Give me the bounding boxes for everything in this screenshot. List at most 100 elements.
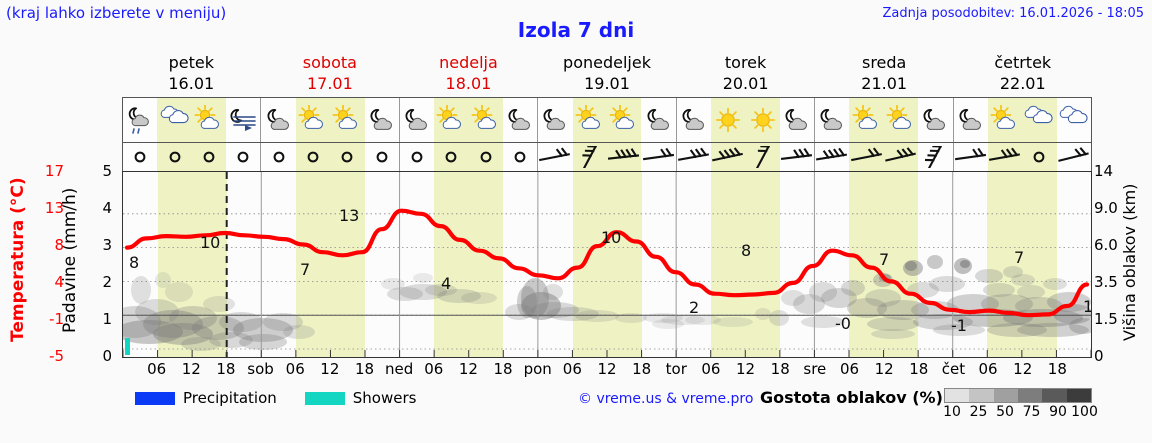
night-cloud-icon [503, 98, 537, 142]
last-update-note: Zadnja posodobitev: 16.01.2026 - 18:05 [882, 6, 1144, 21]
cloud-density-tick-label: 25 [970, 404, 988, 420]
time-tick-label: sre [803, 360, 826, 378]
wind-barb-band [122, 143, 1092, 171]
night-rain-icon [123, 98, 157, 142]
temperature-tick: 13 [45, 199, 64, 217]
cloud-density-tick-label: 90 [1049, 404, 1067, 420]
time-tick-label: 06 [701, 360, 720, 378]
time-tick-label: 12 [597, 360, 616, 378]
wind-day-group [261, 143, 399, 171]
wind-calm-icon [365, 143, 399, 171]
time-tick-label: 18 [494, 360, 513, 378]
temperature-value-label: 4 [441, 274, 451, 293]
time-tick-label: 12 [459, 360, 478, 378]
time-tick-label: 12 [1013, 360, 1032, 378]
cloud-density-scale-labels: 1025507590100 [942, 404, 1096, 422]
time-axis-labels: 061218sob061218ned061218pon061218tor0612… [122, 360, 1092, 380]
time-tick-label: 12 [736, 360, 755, 378]
time-tick-label: 18 [632, 360, 651, 378]
sun-cloud-icon [469, 98, 503, 142]
day-date: 22.01 [953, 73, 1092, 94]
temperature-value-label: 8 [129, 253, 139, 272]
sun-icon [711, 98, 745, 142]
icon-day-group [815, 98, 953, 142]
cloudy-icon [157, 98, 191, 142]
wind-calm-icon [157, 143, 191, 171]
temperature-value-label: 7 [1014, 248, 1024, 267]
time-tick-label: čet [942, 360, 965, 378]
icon-day-group [538, 98, 676, 142]
wind-day-group [954, 143, 1091, 171]
wind-calm-icon [400, 143, 434, 171]
night-cloud-icon [365, 98, 399, 142]
temperature-tick: 4 [54, 273, 64, 291]
cloud-height-tick: 9.0 [1094, 199, 1118, 217]
wind-barb-icon [573, 143, 607, 171]
showers-swatch [305, 392, 345, 405]
day-header-petek: petek16.01 [122, 52, 261, 96]
time-tick-label: 12 [320, 360, 339, 378]
sun-cloud-icon [296, 98, 330, 142]
weather-icon-band [122, 97, 1092, 143]
wind-barb-icon [1057, 143, 1091, 171]
cloud-density-swatch [1018, 389, 1042, 402]
wind-day-group [677, 143, 815, 171]
wind-day-group [538, 143, 676, 171]
precipitation-tick: 3 [102, 236, 112, 254]
night-cloud-icon [261, 98, 295, 142]
wind-calm-icon [469, 143, 503, 171]
wind-barb-icon [780, 143, 814, 171]
precipitation-tick: 5 [102, 162, 112, 180]
temperature-value-label: 13 [339, 206, 359, 225]
precipitation-axis-ticks: 543210 [68, 163, 112, 364]
cloud-density-tick-label: 75 [1023, 404, 1041, 420]
cloud-density-tick-label: 10 [943, 404, 961, 420]
wind-barb-icon [988, 143, 1022, 171]
cloud-density-shading [123, 255, 1091, 351]
icon-day-group [261, 98, 399, 142]
icon-day-group [400, 98, 538, 142]
sun-cloud-icon [573, 98, 607, 142]
precipitation-legend-label: Precipitation [183, 389, 277, 407]
day-date: 18.01 [399, 73, 538, 94]
night-cloud-icon [780, 98, 814, 142]
precipitation-tick: 0 [102, 347, 112, 365]
cloud-height-tick: 6.0 [1094, 236, 1118, 254]
wind-day-group [400, 143, 538, 171]
wind-barb-icon [711, 143, 745, 171]
cloud-density-swatch [994, 389, 1018, 402]
day-name: ponedeljek [563, 53, 651, 72]
time-tick-label: 06 [979, 360, 998, 378]
precipitation-tick: 1 [102, 310, 112, 328]
night-wind-icon [226, 98, 260, 142]
day-date: 16.01 [122, 73, 261, 94]
wind-calm-icon [1022, 143, 1056, 171]
cloudy-icon [1022, 98, 1056, 142]
plot-canvas: 810713410287-0-1718 [123, 172, 1091, 357]
copyright-text: © vreme.us & vreme.pro [578, 391, 753, 407]
wind-barb-icon [815, 143, 849, 171]
time-tick-label: 18 [1048, 360, 1067, 378]
temperature-curve [127, 211, 1087, 316]
sun-cloud-icon [884, 98, 918, 142]
time-tick-label: 06 [563, 360, 582, 378]
day-header-row: petek16.01sobota17.01nedelja18.01ponedel… [122, 52, 1092, 96]
wind-barb-icon [745, 143, 779, 171]
sun-cloud-icon [988, 98, 1022, 142]
wind-barb-icon [538, 143, 572, 171]
night-cloud-icon [677, 98, 711, 142]
wind-barb-icon [607, 143, 641, 171]
wind-calm-icon [192, 143, 226, 171]
wind-calm-icon [434, 143, 468, 171]
wind-calm-icon [123, 143, 157, 171]
wind-calm-icon [503, 143, 537, 171]
day-header-ponedeljek: ponedeljek19.01 [538, 52, 677, 96]
icon-day-group [677, 98, 815, 142]
cloud-density-swatch [969, 389, 993, 402]
temperature-tick: 17 [45, 162, 64, 180]
time-tick-label: sob [247, 360, 274, 378]
time-tick-label: ned [385, 360, 413, 378]
time-tick-label: 06 [840, 360, 859, 378]
temperature-value-label: 7 [879, 250, 889, 269]
wind-barb-icon [849, 143, 883, 171]
